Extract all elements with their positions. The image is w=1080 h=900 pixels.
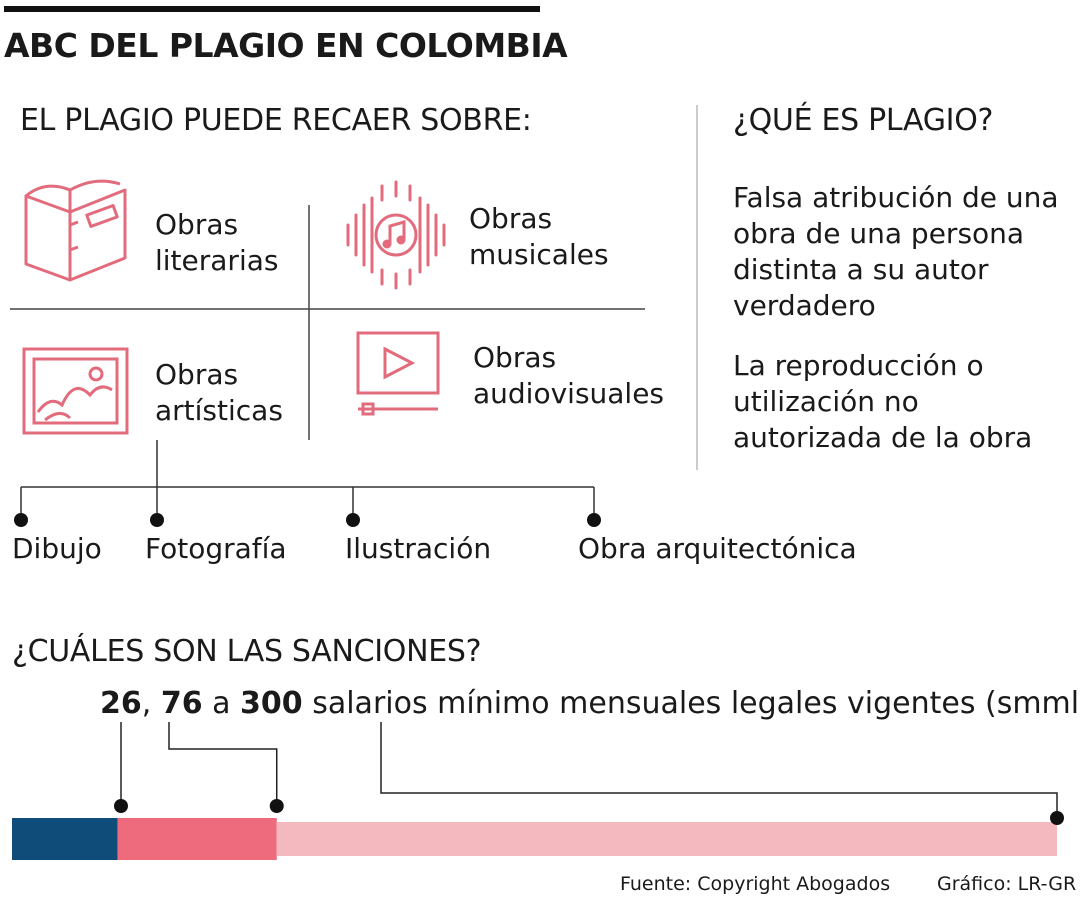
page-title: ABC DEL PLAGIO EN COLOMBIA (4, 26, 568, 65)
sanction-unit: salarios mínimo mensuales legales vigent… (302, 686, 1080, 721)
framed-picture-icon (22, 347, 129, 435)
sanction-value-300: 300 (240, 686, 303, 721)
category-label-literary: Obras literarias (155, 208, 279, 277)
sanctions-heading: ¿CUÁLES SON LAS SANCIONES? (12, 634, 482, 669)
music-note-icon (346, 180, 446, 290)
tree-node-dot (150, 513, 164, 527)
leader-line-300 (380, 722, 1058, 818)
tree-node-dot (587, 513, 601, 527)
category-label-audiovisual: Obras audiovisuales (473, 341, 665, 410)
artistic-type-dibujo: Dibujo (12, 532, 102, 565)
tree-node-dot (346, 513, 360, 527)
book-icon (24, 179, 127, 282)
category-label-artistic: Obras artísticas (155, 358, 283, 427)
marker-dot-76 (269, 799, 284, 813)
definition-heading: ¿QUÉ ES PLAGIO? (733, 103, 994, 138)
video-play-icon (356, 331, 440, 416)
objects-heading: EL PLAGIO PUEDE RECAER SOBRE: (20, 103, 532, 138)
artistic-type-arquitectonica: Obra arquitectónica (578, 532, 857, 565)
artistic-type-ilustracion: Ilustración (345, 532, 492, 565)
sanction-value-26: 26 (100, 686, 142, 721)
bar-segment-26 (12, 818, 118, 860)
bar-segment-76 (117, 818, 277, 860)
bar-segment-300 (276, 822, 1057, 856)
artistic-type-fotografia: Fotografía (145, 532, 287, 565)
sanction-value-76: 76 (160, 686, 203, 721)
sanction-separator: a (202, 686, 241, 721)
tree-node-dot (14, 513, 28, 527)
leader-line-76 (168, 722, 278, 806)
top-rule (4, 6, 540, 12)
credit-note: Gráfico: LR-GR (937, 873, 1077, 895)
sanctions-text: 26, 76 a 300 salarios mínimo mensuales l… (100, 686, 1080, 721)
source-note: Fuente: Copyright Abogados (620, 873, 891, 895)
sanction-separator: , (141, 686, 161, 721)
marker-dot-26 (114, 799, 128, 813)
marker-dot-300 (1050, 811, 1064, 825)
definition-item: La reproducción o utilización no autoriz… (733, 349, 1033, 454)
definition-item: Falsa atribución de una obra de una pers… (733, 181, 1059, 322)
category-label-musical: Obras musicales (469, 202, 609, 271)
